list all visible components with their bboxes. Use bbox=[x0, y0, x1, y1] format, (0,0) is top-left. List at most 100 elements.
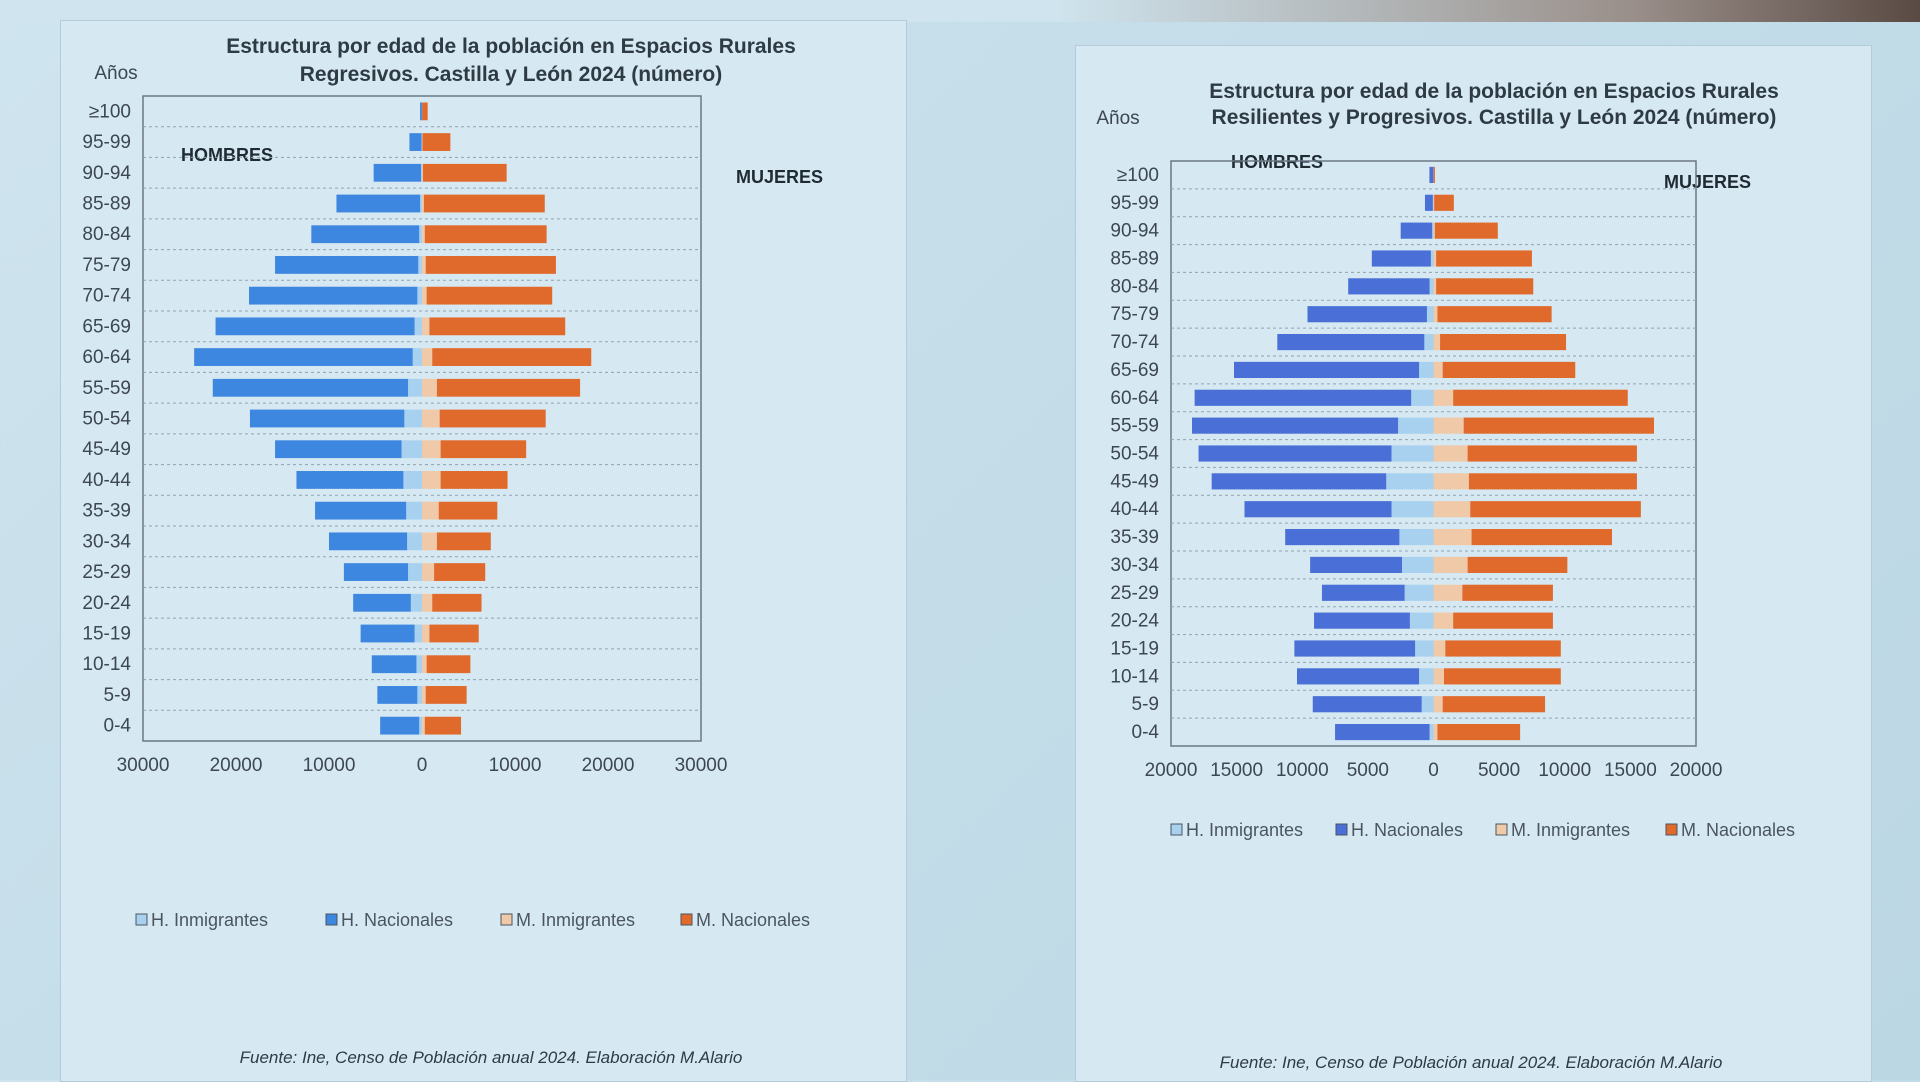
y-tick-label: 85-89 bbox=[1110, 249, 1159, 270]
legend-swatch bbox=[681, 914, 692, 925]
bar-h-inmigrantes-5-9 bbox=[417, 686, 422, 704]
bar-m-nacionales-15-19 bbox=[429, 625, 478, 643]
bar-m-inmigrantes-80-84 bbox=[422, 225, 425, 243]
bar-h-nacionales-35-39 bbox=[315, 502, 406, 520]
bar-h-nacionales-60-64 bbox=[1195, 390, 1412, 406]
bar-h-inmigrantes-60-64 bbox=[413, 348, 422, 366]
bar-m-nacionales-80-84 bbox=[425, 225, 547, 243]
x-tick-label: 30000 bbox=[117, 755, 170, 776]
x-tick-label: 20000 bbox=[210, 755, 263, 776]
y-tick-label: 70-74 bbox=[1110, 332, 1159, 353]
bar-m-inmigrantes-35-39 bbox=[1434, 529, 1472, 545]
bar-m-inmigrantes-5-9 bbox=[1434, 696, 1443, 712]
bar-h-nacionales-85-89 bbox=[336, 195, 420, 213]
bar-h-inmigrantes-25-29 bbox=[1405, 585, 1434, 601]
bar-m-nacionales-5-9 bbox=[1443, 696, 1545, 712]
y-tick-label: 60-64 bbox=[82, 347, 131, 368]
bar-m-nacionales-20-24 bbox=[1453, 613, 1553, 629]
bar-m-nacionales-30-34 bbox=[437, 532, 491, 550]
bar-m-inmigrantes-25-29 bbox=[1434, 585, 1463, 601]
legend-swatch bbox=[1336, 824, 1347, 835]
bar-m-nacionales-10-14 bbox=[427, 655, 471, 673]
legend-label: M. Inmigrantes bbox=[516, 910, 635, 930]
legend-label: M. Nacionales bbox=[1681, 820, 1795, 840]
y-tick-label: 25-29 bbox=[82, 562, 131, 583]
bar-m-nacionales-35-39 bbox=[1472, 529, 1612, 545]
pyramid-chart-regresivos: Estructura por edad de la población en E… bbox=[61, 21, 906, 1081]
y-tick-label: 70-74 bbox=[82, 286, 131, 307]
y-tick-label: 0-4 bbox=[1132, 722, 1160, 743]
bar-m-nacionales-95-99 bbox=[422, 133, 450, 151]
bar-m-nacionales-75-79 bbox=[426, 256, 556, 274]
y-tick-label: 10-14 bbox=[82, 654, 131, 675]
legend-swatch bbox=[501, 914, 512, 925]
bar-m-nacionales-15-19 bbox=[1445, 640, 1561, 656]
bar-m-nacionales-45-49 bbox=[441, 440, 527, 458]
bar-h-nacionales-75-79 bbox=[275, 256, 418, 274]
y-tick-label: ≥100 bbox=[89, 101, 131, 122]
y-tick-label: 95-99 bbox=[82, 132, 131, 153]
bar-h-inmigrantes-20-24 bbox=[411, 594, 422, 612]
bars-group bbox=[1192, 167, 1654, 740]
bar-h-inmigrantes-70-74 bbox=[417, 287, 422, 305]
legend-label: M. Nacionales bbox=[696, 910, 810, 930]
bar-h-inmigrantes-20-24 bbox=[1410, 613, 1434, 629]
bar-m-nacionales-65-69 bbox=[1443, 362, 1576, 378]
source-note: Fuente: Ine, Censo de Población anual 20… bbox=[1220, 1053, 1723, 1072]
projector-top-edge bbox=[0, 0, 1920, 22]
slide-panel-right: Estructura por edad de la población en E… bbox=[1075, 45, 1872, 1082]
bar-h-inmigrantes-15-19 bbox=[415, 625, 422, 643]
legend-swatch bbox=[136, 914, 147, 925]
slide-panel-left: Estructura por edad de la población en E… bbox=[60, 20, 907, 1082]
bar-h-nacionales-25-29 bbox=[344, 563, 408, 581]
bar-h-nacionales-40-44 bbox=[1245, 501, 1392, 517]
y-tick-label: 35-39 bbox=[1110, 527, 1159, 548]
bar-h-nacionales-45-49 bbox=[275, 440, 401, 458]
bar-h-inmigrantes-10-14 bbox=[1419, 668, 1433, 684]
y-tick-labels: 0-45-910-1415-1920-2425-2930-3435-3940-4… bbox=[82, 101, 131, 736]
legend-item-m-inmigrantes: M. Inmigrantes bbox=[1496, 820, 1630, 840]
bar-m-inmigrantes-30-34 bbox=[1434, 557, 1468, 573]
bar-h-nacionales-15-19 bbox=[1294, 640, 1415, 656]
x-tick-label: 20000 bbox=[1145, 760, 1198, 781]
bar-m-nacionales-25-29 bbox=[1462, 585, 1553, 601]
chart-title-line2: Resilientes y Progresivos. Castilla y Le… bbox=[1212, 106, 1777, 129]
bar-m-nacionales-75-79 bbox=[1437, 306, 1551, 322]
y-tick-label: 15-19 bbox=[82, 624, 131, 645]
y-axis-title: Años bbox=[94, 63, 137, 84]
bar-m-inmigrantes-40-44 bbox=[422, 471, 441, 489]
bar-m-inmigrantes-55-59 bbox=[1434, 418, 1464, 434]
bar-m-inmigrantes-45-49 bbox=[1434, 473, 1469, 489]
y-tick-label: 90-94 bbox=[82, 163, 131, 184]
y-tick-label: 60-64 bbox=[1110, 388, 1159, 409]
mujeres-label: MUJERES bbox=[736, 167, 823, 187]
hombres-label: HOMBRES bbox=[1231, 152, 1323, 172]
x-tick-label: 5000 bbox=[1478, 760, 1520, 781]
bar-h-inmigrantes-0-4 bbox=[1430, 724, 1434, 740]
x-tick-label: 10000 bbox=[303, 755, 356, 776]
bar-m-inmigrantes-20-24 bbox=[422, 594, 432, 612]
bar-h-nacionales-0-4 bbox=[1335, 724, 1430, 740]
y-tick-label: 55-59 bbox=[1110, 416, 1159, 437]
y-tick-label: 35-39 bbox=[82, 501, 131, 522]
y-tick-label: 50-54 bbox=[82, 409, 131, 430]
x-tick-label: 10000 bbox=[1276, 760, 1329, 781]
bar-m-inmigrantes-80-84 bbox=[1434, 278, 1437, 294]
bar-h-nacionales-5-9 bbox=[377, 686, 417, 704]
y-tick-label: 65-69 bbox=[1110, 360, 1159, 381]
y-tick-label: 20-24 bbox=[1110, 611, 1159, 632]
bar-m-inmigrantes-60-64 bbox=[422, 348, 432, 366]
bar-h-inmigrantes-15-19 bbox=[1415, 640, 1433, 656]
hombres-label: HOMBRES bbox=[181, 145, 273, 165]
bar-m-inmigrantes-95-99 bbox=[1434, 195, 1435, 211]
bar-m-inmigrantes-85-89 bbox=[422, 195, 424, 213]
legend-item-m-inmigrantes: M. Inmigrantes bbox=[501, 910, 635, 930]
x-tick-label: 10000 bbox=[1538, 760, 1591, 781]
bar-h-inmigrantes-35-39 bbox=[1399, 529, 1433, 545]
bar-h-inmigrantes-40-44 bbox=[403, 471, 422, 489]
bar-m-inmigrantes-15-19 bbox=[422, 625, 429, 643]
source-note: Fuente: Ine, Censo de Población anual 20… bbox=[240, 1048, 743, 1067]
x-tick-label: 20000 bbox=[582, 755, 635, 776]
bar-h-inmigrantes-80-84 bbox=[419, 225, 422, 243]
